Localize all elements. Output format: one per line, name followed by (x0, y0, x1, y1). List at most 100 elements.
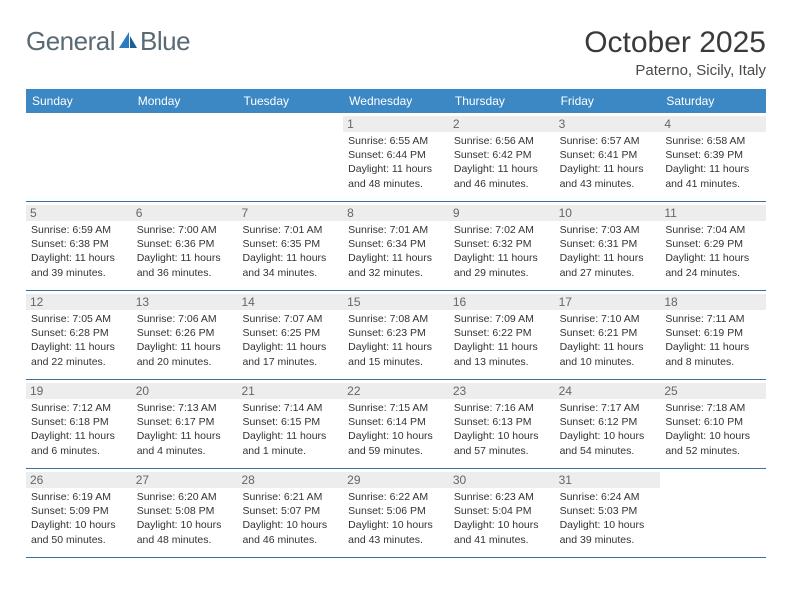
sunrise-line: Sunrise: 6:21 AM (242, 490, 338, 504)
week-row: 5Sunrise: 6:59 AMSunset: 6:38 PMDaylight… (26, 202, 766, 291)
sunset-line: Sunset: 6:21 PM (560, 326, 656, 340)
day-number: 21 (237, 383, 343, 399)
sunset-line: Sunset: 6:19 PM (665, 326, 761, 340)
day-details: Sunrise: 6:22 AMSunset: 5:06 PMDaylight:… (348, 490, 444, 547)
sunset-line: Sunset: 6:14 PM (348, 415, 444, 429)
day-number: 30 (449, 472, 555, 488)
day-number: 7 (237, 205, 343, 221)
empty-cell (237, 113, 343, 201)
sunrise-line: Sunrise: 6:58 AM (665, 134, 761, 148)
day-cell: 23Sunrise: 7:16 AMSunset: 6:13 PMDayligh… (449, 380, 555, 468)
daylight-line: Daylight: 11 hours and 34 minutes. (242, 251, 338, 279)
dow-saturday: Saturday (660, 89, 766, 113)
day-cell: 18 Sunrise: 7:11 AMSunset: 6:19 PMDayligh… (660, 291, 766, 379)
day-number: 4 (660, 116, 766, 132)
dow-sunday: Sunday (26, 89, 132, 113)
sunrise-line: Sunrise: 7:04 AM (665, 223, 761, 237)
day-number: 17 (555, 294, 661, 310)
daylight-line: Daylight: 10 hours and 54 minutes. (560, 429, 656, 457)
daylight-line: Daylight: 10 hours and 43 minutes. (348, 518, 444, 546)
sunrise-line: Sunrise: 7:11 AM (665, 312, 761, 326)
sunset-line: Sunset: 5:09 PM (31, 504, 127, 518)
day-cell: 21Sunrise: 7:14 AMSunset: 6:15 PMDayligh… (237, 380, 343, 468)
day-details: Sunrise: 6:55 AMSunset: 6:44 PMDaylight:… (348, 134, 444, 191)
daylight-line: Daylight: 11 hours and 13 minutes. (454, 340, 550, 368)
dow-wednesday: Wednesday (343, 89, 449, 113)
sunrise-line: Sunrise: 6:57 AM (560, 134, 656, 148)
day-details: Sunrise: 6:56 AMSunset: 6:42 PMDaylight:… (454, 134, 550, 191)
day-number: 15 (343, 294, 449, 310)
daylight-line: Daylight: 11 hours and 20 minutes. (137, 340, 233, 368)
day-number: 9 (449, 205, 555, 221)
daylight-line: Daylight: 11 hours and 39 minutes. (31, 251, 127, 279)
day-details: Sunrise: 7:02 AMSunset: 6:32 PMDaylight:… (454, 223, 550, 280)
day-number: 16 (449, 294, 555, 310)
day-number: 29 (343, 472, 449, 488)
sunrise-line: Sunrise: 7:14 AM (242, 401, 338, 415)
daylight-line: Daylight: 10 hours and 59 minutes. (348, 429, 444, 457)
sunrise-line: Sunrise: 7:12 AM (31, 401, 127, 415)
day-cell: 11Sunrise: 7:04 AMSunset: 6:29 PMDayligh… (660, 202, 766, 290)
sunrise-line: Sunrise: 6:55 AM (348, 134, 444, 148)
day-cell: 10Sunrise: 7:03 AMSunset: 6:31 PMDayligh… (555, 202, 661, 290)
day-details: Sunrise: 7:04 AMSunset: 6:29 PMDaylight:… (665, 223, 761, 280)
day-details: Sunrise: 7:01 AMSunset: 6:34 PMDaylight:… (348, 223, 444, 280)
day-number: 8 (343, 205, 449, 221)
sunset-line: Sunset: 6:18 PM (31, 415, 127, 429)
sunset-line: Sunset: 6:17 PM (137, 415, 233, 429)
sunrise-line: Sunrise: 6:20 AM (137, 490, 233, 504)
daylight-line: Daylight: 10 hours and 39 minutes. (560, 518, 656, 546)
sunrise-line: Sunrise: 6:23 AM (454, 490, 550, 504)
sunrise-line: Sunrise: 6:24 AM (560, 490, 656, 504)
sunset-line: Sunset: 6:15 PM (242, 415, 338, 429)
sunset-line: Sunset: 5:04 PM (454, 504, 550, 518)
day-cell: 19Sunrise: 7:12 AMSunset: 6:18 PMDayligh… (26, 380, 132, 468)
sunrise-line: Sunrise: 7:09 AM (454, 312, 550, 326)
day-details: Sunrise: 7:05 AMSunset: 6:28 PMDaylight:… (31, 312, 127, 369)
day-number: 14 (237, 294, 343, 310)
daylight-line: Daylight: 11 hours and 8 minutes. (665, 340, 761, 368)
day-details: Sunrise: 7:03 AMSunset: 6:31 PMDaylight:… (560, 223, 656, 280)
day-details: Sunrise: 6:20 AMSunset: 5:08 PMDaylight:… (137, 490, 233, 547)
daylight-line: Daylight: 11 hours and 36 minutes. (137, 251, 233, 279)
day-cell: 20 Sunrise: 7:13 AMSunset: 6:17 PMDayligh… (132, 380, 238, 468)
sunset-line: Sunset: 6:32 PM (454, 237, 550, 251)
day-number: 18 (660, 294, 766, 310)
day-cell: 28Sunrise: 6:21 AMSunset: 5:07 PMDayligh… (237, 469, 343, 557)
day-cell: 31Sunrise: 6:24 AMSunset: 5:03 PMDayligh… (555, 469, 661, 557)
sunrise-line: Sunrise: 6:56 AM (454, 134, 550, 148)
dow-thursday: Thursday (449, 89, 555, 113)
day-details: Sunrise: 7:13 AMSunset: 6:17 PMDaylight:… (137, 401, 233, 458)
sunset-line: Sunset: 6:34 PM (348, 237, 444, 251)
day-number: 22 (343, 383, 449, 399)
sunset-line: Sunset: 6:10 PM (665, 415, 761, 429)
day-number: 12 (26, 294, 132, 310)
sunrise-line: Sunrise: 7:01 AM (348, 223, 444, 237)
day-details: Sunrise: 6:23 AMSunset: 5:04 PMDaylight:… (454, 490, 550, 547)
sunset-line: Sunset: 6:41 PM (560, 148, 656, 162)
day-cell: 1Sunrise: 6:55 AMSunset: 6:44 PMDaylight… (343, 113, 449, 201)
sunrise-line: Sunrise: 7:01 AM (242, 223, 338, 237)
day-details: Sunrise: 7:09 AMSunset: 6:22 PMDaylight:… (454, 312, 550, 369)
day-number: 19 (26, 383, 132, 399)
daylight-line: Daylight: 10 hours and 57 minutes. (454, 429, 550, 457)
daylight-line: Daylight: 11 hours and 22 minutes. (31, 340, 127, 368)
empty-cell (660, 469, 766, 557)
day-cell: 2Sunrise: 6:56 AMSunset: 6:42 PMDaylight… (449, 113, 555, 201)
day-details: Sunrise: 6:59 AMSunset: 6:38 PMDaylight:… (31, 223, 127, 280)
day-cell: 12 Sunrise: 7:05 AMSunset: 6:28 PMDayligh… (26, 291, 132, 379)
sunrise-line: Sunrise: 7:13 AM (137, 401, 233, 415)
logo-text-general: General (26, 26, 115, 57)
day-details: Sunrise: 7:08 AMSunset: 6:23 PMDaylight:… (348, 312, 444, 369)
day-cell: 5Sunrise: 6:59 AMSunset: 6:38 PMDaylight… (26, 202, 132, 290)
day-details: Sunrise: 7:17 AMSunset: 6:12 PMDaylight:… (560, 401, 656, 458)
day-number: 13 (132, 294, 238, 310)
day-cell: 22Sunrise: 7:15 AMSunset: 6:14 PMDayligh… (343, 380, 449, 468)
daylight-line: Daylight: 11 hours and 29 minutes. (454, 251, 550, 279)
sunset-line: Sunset: 6:28 PM (31, 326, 127, 340)
logo-sail-icon (117, 26, 139, 57)
daylight-line: Daylight: 10 hours and 48 minutes. (137, 518, 233, 546)
day-cell: 24Sunrise: 7:17 AMSunset: 6:12 PMDayligh… (555, 380, 661, 468)
daylight-line: Daylight: 11 hours and 41 minutes. (665, 162, 761, 190)
day-number: 20 (132, 383, 238, 399)
